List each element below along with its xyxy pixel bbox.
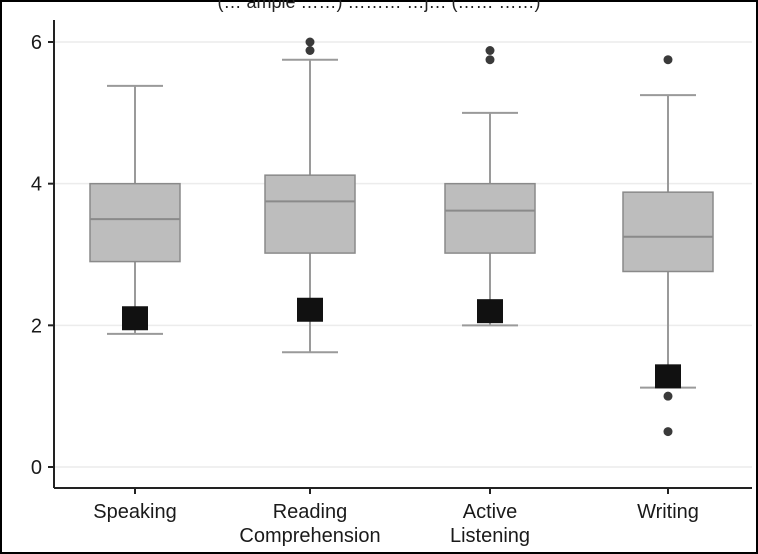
box-group-4 [622, 55, 714, 437]
box-group-2 [264, 37, 356, 354]
y-tick-label: 0 [31, 457, 42, 479]
outlier-point [663, 391, 673, 401]
y-tick-label: 6 [31, 32, 42, 54]
outlier-point [663, 55, 673, 65]
score-marker [655, 364, 681, 389]
axis-labels: 0 2 4 6 Speaking Reading Comprehension Active Li… [31, 32, 699, 547]
x-category-label: Active Listening [450, 501, 530, 547]
iqr-box [264, 174, 356, 254]
x-category-label-line: Writing [637, 501, 699, 523]
iqr-box [89, 182, 181, 263]
iqr-box [444, 182, 536, 254]
caption-text: (… ample ……) ……… …j… (…… ……) [217, 0, 540, 12]
y-tick-label: 2 [31, 315, 42, 337]
outlier-point [485, 55, 495, 65]
y-tick-label: 4 [31, 174, 42, 196]
iqr-box [622, 191, 714, 273]
x-category-label-line: Reading [273, 501, 348, 523]
box-group-1 [89, 84, 181, 335]
score-marker [122, 306, 148, 331]
x-category-label-line: Comprehension [239, 525, 380, 547]
outlier-point [305, 37, 315, 47]
box-group-3 [444, 46, 536, 327]
x-category-label-line: Listening [450, 525, 530, 547]
score-marker [477, 299, 503, 324]
x-category-label-line: Speaking [93, 501, 176, 523]
axes [48, 20, 752, 494]
x-category-label: Speaking [93, 501, 176, 523]
header-strip [2, 2, 756, 14]
score-marker [297, 297, 323, 322]
outlier-point [485, 46, 495, 55]
x-category-label-line: Active [463, 501, 517, 523]
outlier-point [663, 427, 673, 437]
boxes [89, 37, 714, 437]
x-category-label: Writing [637, 501, 699, 523]
outlier-point [305, 46, 315, 55]
x-category-label: Reading Comprehension [239, 501, 380, 547]
